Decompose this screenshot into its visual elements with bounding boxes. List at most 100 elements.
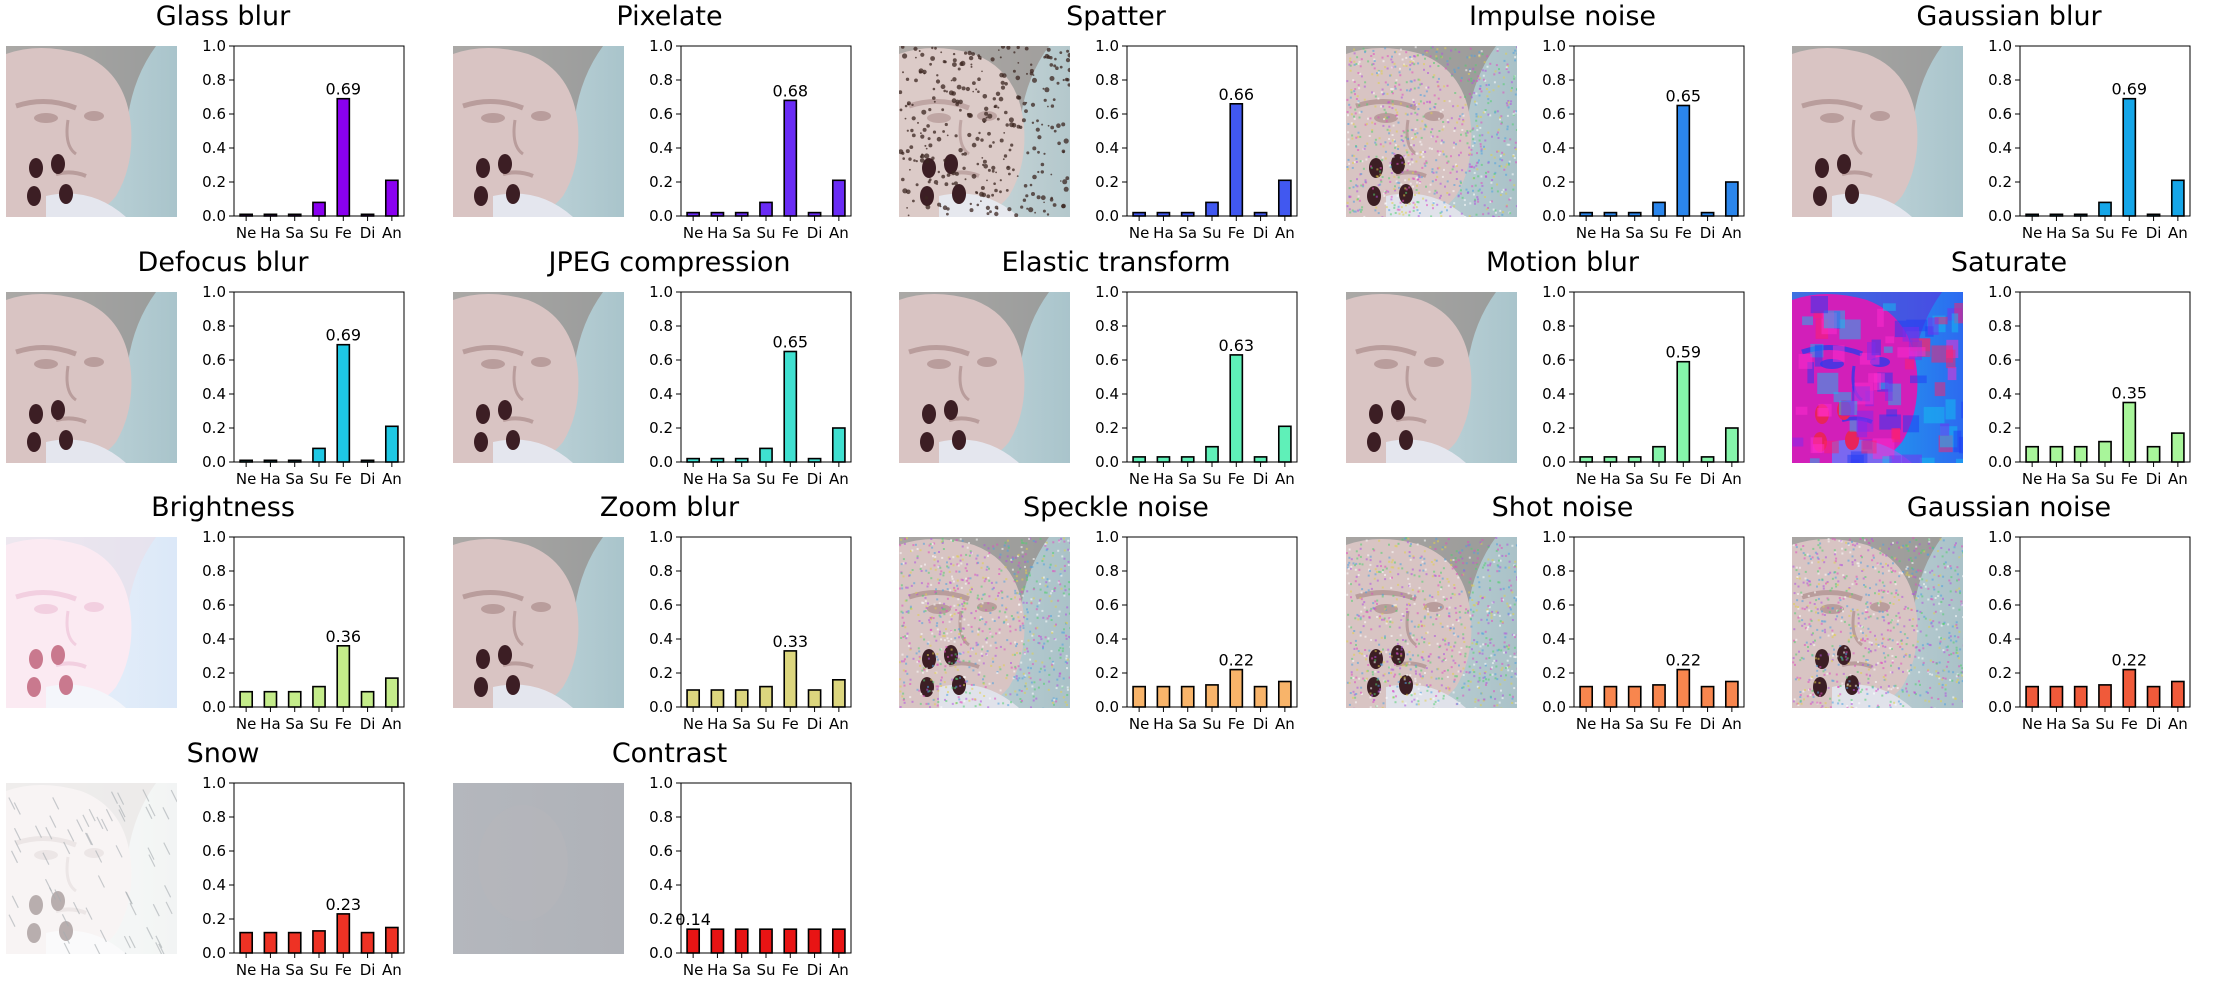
x-tick-label: Sa <box>1178 470 1197 488</box>
y-tick-label: 0.2 <box>1988 173 2012 191</box>
bar-su <box>1652 446 1664 461</box>
bar-ne <box>240 932 252 952</box>
y-tick-label: 1.0 <box>649 283 673 301</box>
x-tick-label: Ne <box>2022 470 2042 488</box>
bar-ha <box>1604 687 1616 707</box>
y-tick-label: 0.2 <box>649 419 673 437</box>
axes-frame <box>234 292 404 462</box>
bar-sa <box>1182 687 1194 707</box>
face-thumbnail <box>1346 46 1517 217</box>
x-tick-label: Ne <box>2022 715 2042 733</box>
axes-frame <box>1127 46 1297 216</box>
face-thumbnail <box>453 783 624 954</box>
bar-ne <box>2026 687 2038 707</box>
bar-di <box>1255 213 1267 216</box>
peak-value-label: 0.66 <box>1218 85 1254 104</box>
x-tick-label: Di <box>2146 224 2162 242</box>
x-tick-label: Su <box>756 470 775 488</box>
bar-sa <box>735 458 747 461</box>
peak-value-label: 0.36 <box>325 627 361 646</box>
panel-title: Brightness <box>0 491 446 525</box>
bar-an <box>2172 682 2184 708</box>
x-tick-label: An <box>1275 470 1295 488</box>
face-thumbnail <box>6 46 177 217</box>
x-tick-label: Fe <box>2121 470 2138 488</box>
bar-sa <box>1182 456 1194 461</box>
peak-value-label: 0.22 <box>1665 651 1701 670</box>
x-tick-label: Su <box>756 715 775 733</box>
bar-su <box>1206 202 1218 216</box>
x-tick-label: Ha <box>707 715 727 733</box>
bar-sa <box>735 929 747 953</box>
y-tick-label: 0.4 <box>1095 139 1119 157</box>
face-thumbnail <box>1792 537 1963 708</box>
panel-title: Saturate <box>1786 246 2232 280</box>
y-tick-label: 0.6 <box>649 842 673 860</box>
x-tick-label: Su <box>1202 715 1221 733</box>
x-tick-label: Ne <box>1575 715 1595 733</box>
y-tick-label: 0.0 <box>649 207 673 225</box>
y-tick-label: 1.0 <box>202 774 226 792</box>
x-tick-label: Sa <box>2071 715 2090 733</box>
x-tick-label: Su <box>2095 470 2114 488</box>
bar-ne <box>687 690 699 707</box>
bar-ne <box>240 692 252 707</box>
bar-ha <box>2050 446 2062 461</box>
x-tick-label: An <box>828 961 848 979</box>
y-tick-label: 0.4 <box>649 876 673 894</box>
bar-fe <box>784 100 796 216</box>
x-tick-label: Sa <box>285 961 304 979</box>
face-thumbnail <box>453 292 624 463</box>
x-tick-label: Fe <box>335 715 352 733</box>
peak-value-label: 0.23 <box>325 894 361 913</box>
x-tick-label: Fe <box>1674 715 1691 733</box>
y-tick-label: 0.4 <box>202 876 226 894</box>
x-tick-label: Di <box>1253 224 1269 242</box>
panel-title: Spatter <box>893 0 1339 34</box>
x-tick-label: Ne <box>682 224 702 242</box>
y-tick-label: 0.2 <box>1095 419 1119 437</box>
x-tick-label: Fe <box>1228 715 1245 733</box>
panel-title: Shot noise <box>1340 491 1786 525</box>
y-tick-label: 0.2 <box>202 664 226 682</box>
bar-an <box>1279 426 1291 462</box>
x-tick-label: Fe <box>781 470 798 488</box>
x-tick-label: Fe <box>1674 470 1691 488</box>
bar-ha <box>2050 687 2062 707</box>
x-tick-label: Ne <box>1575 224 1595 242</box>
y-tick-label: 0.0 <box>1095 453 1119 471</box>
bar-fe <box>1230 670 1242 707</box>
y-tick-label: 0.8 <box>1988 71 2012 89</box>
x-tick-label: Fe <box>2121 715 2138 733</box>
bar-su <box>313 202 325 216</box>
y-tick-label: 0.4 <box>1095 385 1119 403</box>
bar-su <box>1206 685 1218 707</box>
x-tick-label: Sa <box>732 961 751 979</box>
bar-an <box>832 428 844 462</box>
axes-frame <box>681 292 851 462</box>
panel-title: Defocus blur <box>0 246 446 280</box>
face-thumbnail <box>6 537 177 708</box>
bar-fe <box>337 344 349 461</box>
bar-sa <box>1628 687 1640 707</box>
bar-ha <box>264 692 276 707</box>
x-tick-label: Di <box>1253 470 1269 488</box>
y-tick-label: 1.0 <box>1095 37 1119 55</box>
y-tick-label: 0.0 <box>1542 453 1566 471</box>
bar-su <box>759 448 771 462</box>
y-tick-label: 0.4 <box>202 630 226 648</box>
y-tick-label: 1.0 <box>1095 283 1119 301</box>
face-thumbnail <box>1792 46 1963 217</box>
bar-di <box>1255 687 1267 707</box>
y-tick-label: 0.4 <box>1542 630 1566 648</box>
